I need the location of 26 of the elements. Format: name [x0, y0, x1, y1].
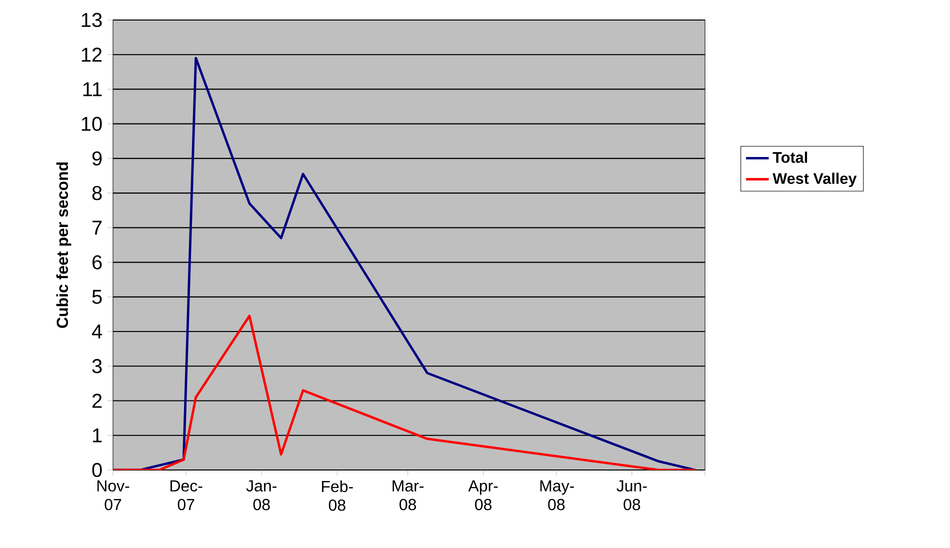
x-tick-label: Mar-08 — [392, 480, 424, 510]
y-tick-label: 2 — [92, 394, 102, 408]
y-tick-label: 8 — [92, 186, 102, 200]
y-tick-label: 1 — [93, 428, 102, 442]
y-tick-label: 10 — [82, 116, 102, 131]
legend-label: Total — [772, 152, 808, 163]
y-tick-label: 0 — [92, 462, 102, 478]
x-tick-label: Dec-07 — [170, 480, 202, 510]
x-tick-label: Apr-08 — [468, 480, 498, 510]
legend-label: West Valley — [772, 172, 857, 187]
x-tick-label: Feb-08 — [322, 480, 353, 511]
x-tick-label: Nov-07 — [97, 480, 130, 510]
x-tick-label: Jan-08 — [246, 480, 276, 510]
y-tick-label: 9 — [92, 151, 102, 166]
y-tick-label: 13 — [82, 12, 102, 28]
y-axis-title: Cubic feet per second — [56, 162, 72, 328]
y-tick-label: 7 — [92, 220, 102, 235]
y-tick-label: 5 — [92, 290, 102, 304]
y-tick-label: 11 — [83, 82, 102, 96]
line-series — [113, 314, 696, 470]
y-tick-label: 6 — [92, 255, 102, 270]
y-tick-label: 12 — [82, 48, 102, 62]
x-tick-label: Jun-08 — [616, 480, 647, 510]
x-tick-label: May-08 — [540, 480, 574, 510]
y-tick-label: 4 — [92, 324, 102, 338]
y-tick-label: 3 — [92, 359, 102, 374]
